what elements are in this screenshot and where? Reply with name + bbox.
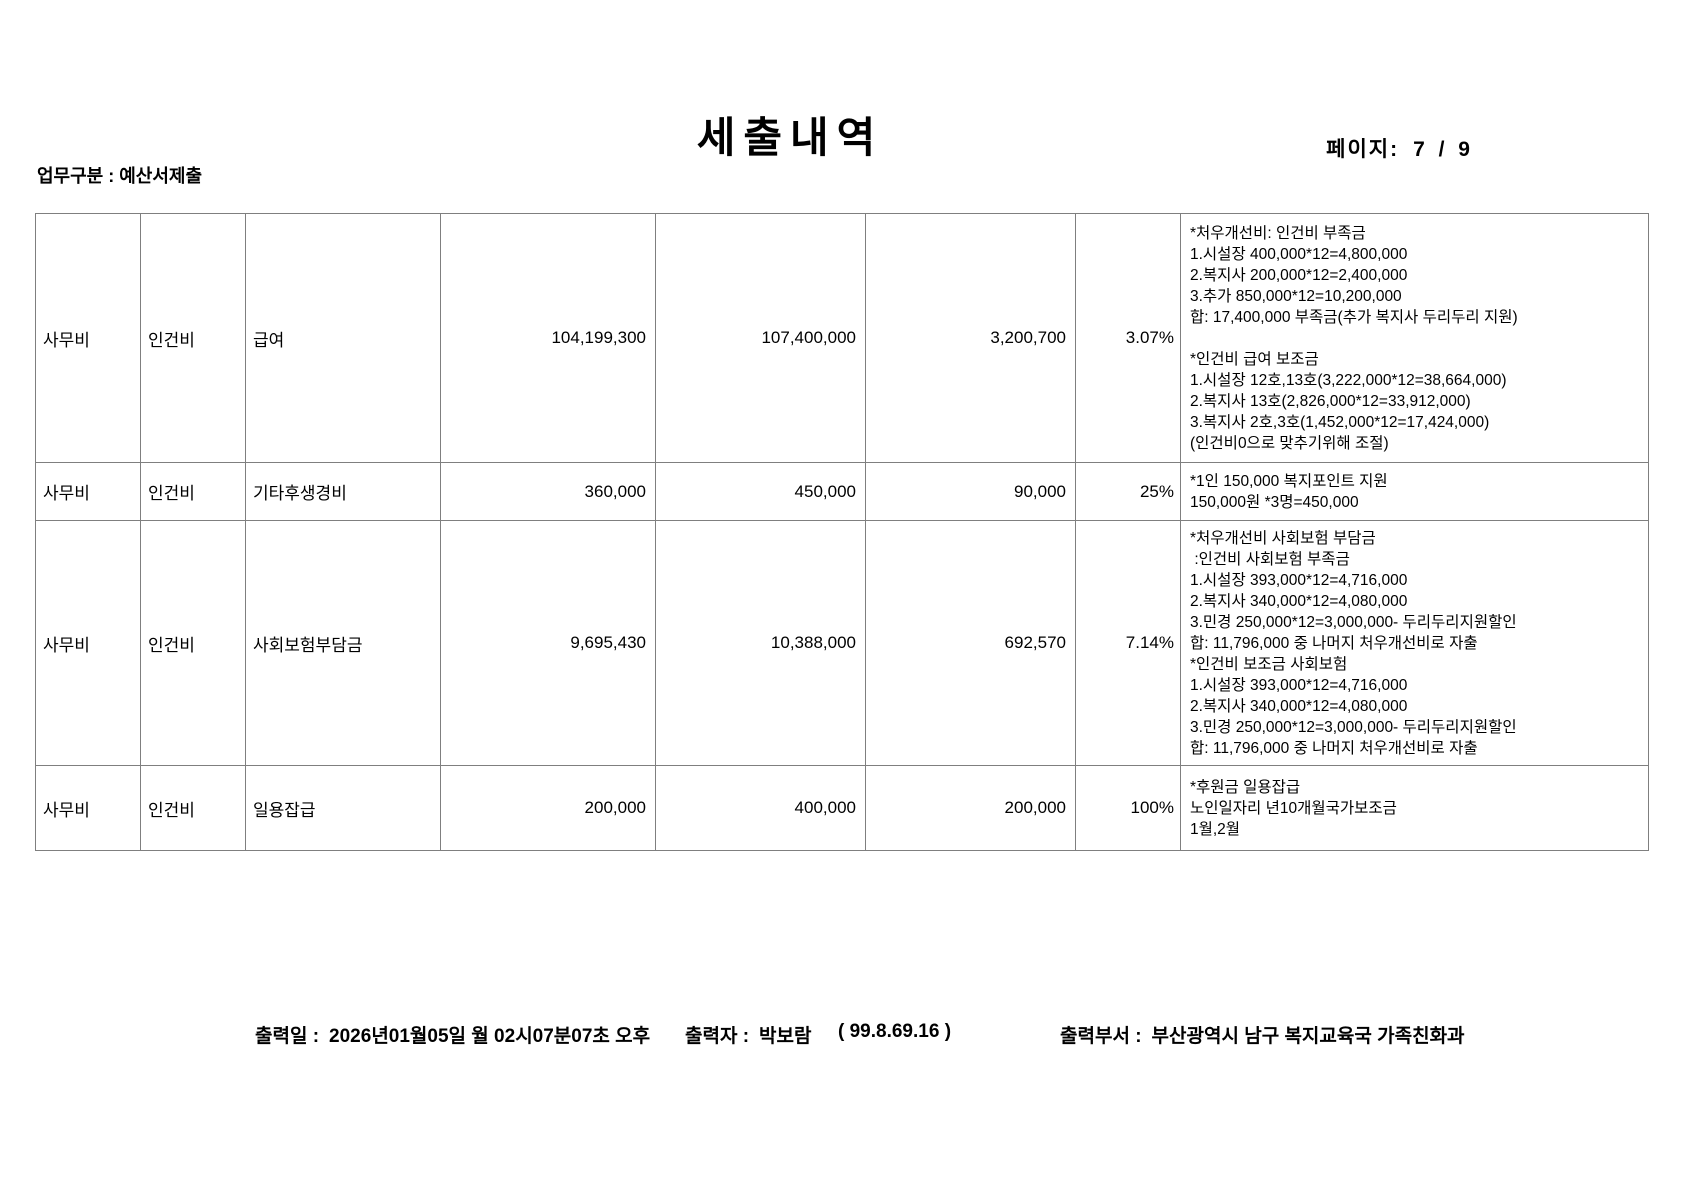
printer-name: 출력자 : 박보람 bbox=[685, 1021, 812, 1048]
percent-cell: 7.14% bbox=[1075, 520, 1181, 766]
amount-diff-cell: 90,000 bbox=[865, 462, 1076, 521]
amount-current-cell: 450,000 bbox=[655, 462, 866, 521]
percent-cell: 25% bbox=[1075, 462, 1181, 521]
amount-budget-cell: 200,000 bbox=[440, 765, 656, 851]
category-cell: 사무비 bbox=[35, 520, 141, 766]
amount-diff-cell: 692,570 bbox=[865, 520, 1076, 766]
subcategory-cell: 인건비 bbox=[140, 520, 246, 766]
amount-current-cell: 400,000 bbox=[655, 765, 866, 851]
print-date: 출력일 : 2026년01월05일 월 02시07분07초 오후 bbox=[255, 1021, 650, 1048]
note-cell: *처우개선비: 인건비 부족금 1.시설장 400,000*12=4,800,0… bbox=[1180, 213, 1649, 463]
note-cell: *1인 150,000 복지포인트 지원 150,000원 *3명=450,00… bbox=[1180, 462, 1649, 521]
amount-current-cell: 107,400,000 bbox=[655, 213, 866, 463]
subcategory-cell: 인건비 bbox=[140, 765, 246, 851]
category-cell: 사무비 bbox=[35, 213, 141, 463]
amount-budget-cell: 9,695,430 bbox=[440, 520, 656, 766]
printer-ip: ( 99.8.69.16 ) bbox=[838, 1021, 952, 1042]
printer-label: 출력자 : bbox=[685, 1026, 750, 1047]
table-row: 사무비 인건비 급여 104,199,300 107,400,000 3,200… bbox=[35, 213, 1649, 463]
printer-value: 박보람 bbox=[759, 1026, 812, 1047]
print-dept-value: 부산광역시 남구 복지교육국 가족친화과 bbox=[1151, 1026, 1465, 1047]
percent-cell: 100% bbox=[1075, 765, 1181, 851]
print-dept: 출력부서 : 부산광역시 남구 복지교육국 가족친화과 bbox=[1060, 1021, 1465, 1048]
note-cell: *후원금 일용잡급 노인일자리 년10개월국가보조금 1월,2월 bbox=[1180, 765, 1649, 851]
page-value: 7 / 9 bbox=[1413, 138, 1474, 161]
table-row: 사무비 인건비 기타후생경비 360,000 450,000 90,000 25… bbox=[35, 462, 1649, 521]
table-row: 사무비 인건비 사회보험부담금 9,695,430 10,388,000 692… bbox=[35, 520, 1649, 766]
category-cell: 사무비 bbox=[35, 765, 141, 851]
work-type-label: 업무구분 : 예산서제출 bbox=[37, 166, 203, 186]
percent-cell: 3.07% bbox=[1075, 213, 1181, 463]
subcategory-cell: 인건비 bbox=[140, 462, 246, 521]
item-cell: 사회보험부담금 bbox=[245, 520, 441, 766]
item-cell: 기타후생경비 bbox=[245, 462, 441, 521]
amount-diff-cell: 3,200,700 bbox=[865, 213, 1076, 463]
item-cell: 급여 bbox=[245, 213, 441, 463]
table-row: 사무비 인건비 일용잡급 200,000 400,000 200,000 100… bbox=[35, 765, 1649, 851]
note-cell: *처우개선비 사회보험 부담금 :인건비 사회보험 부족금 1.시설장 393,… bbox=[1180, 520, 1649, 766]
amount-budget-cell: 360,000 bbox=[440, 462, 656, 521]
subcategory-cell: 인건비 bbox=[140, 213, 246, 463]
page-indicator: 페이지: 7 / 9 bbox=[1326, 133, 1474, 163]
item-cell: 일용잡급 bbox=[245, 765, 441, 851]
print-date-value: 2026년01월05일 월 02시07분07초 오후 bbox=[329, 1026, 651, 1047]
expenditure-table: 사무비 인건비 급여 104,199,300 107,400,000 3,200… bbox=[35, 213, 1649, 851]
page-label: 페이지: bbox=[1326, 138, 1400, 161]
print-date-label: 출력일 : bbox=[255, 1026, 320, 1047]
page-title: 세출내역 bbox=[696, 114, 884, 161]
print-dept-label: 출력부서 : bbox=[1060, 1026, 1142, 1047]
amount-diff-cell: 200,000 bbox=[865, 765, 1076, 851]
category-cell: 사무비 bbox=[35, 462, 141, 521]
amount-budget-cell: 104,199,300 bbox=[440, 213, 656, 463]
amount-current-cell: 10,388,000 bbox=[655, 520, 866, 766]
